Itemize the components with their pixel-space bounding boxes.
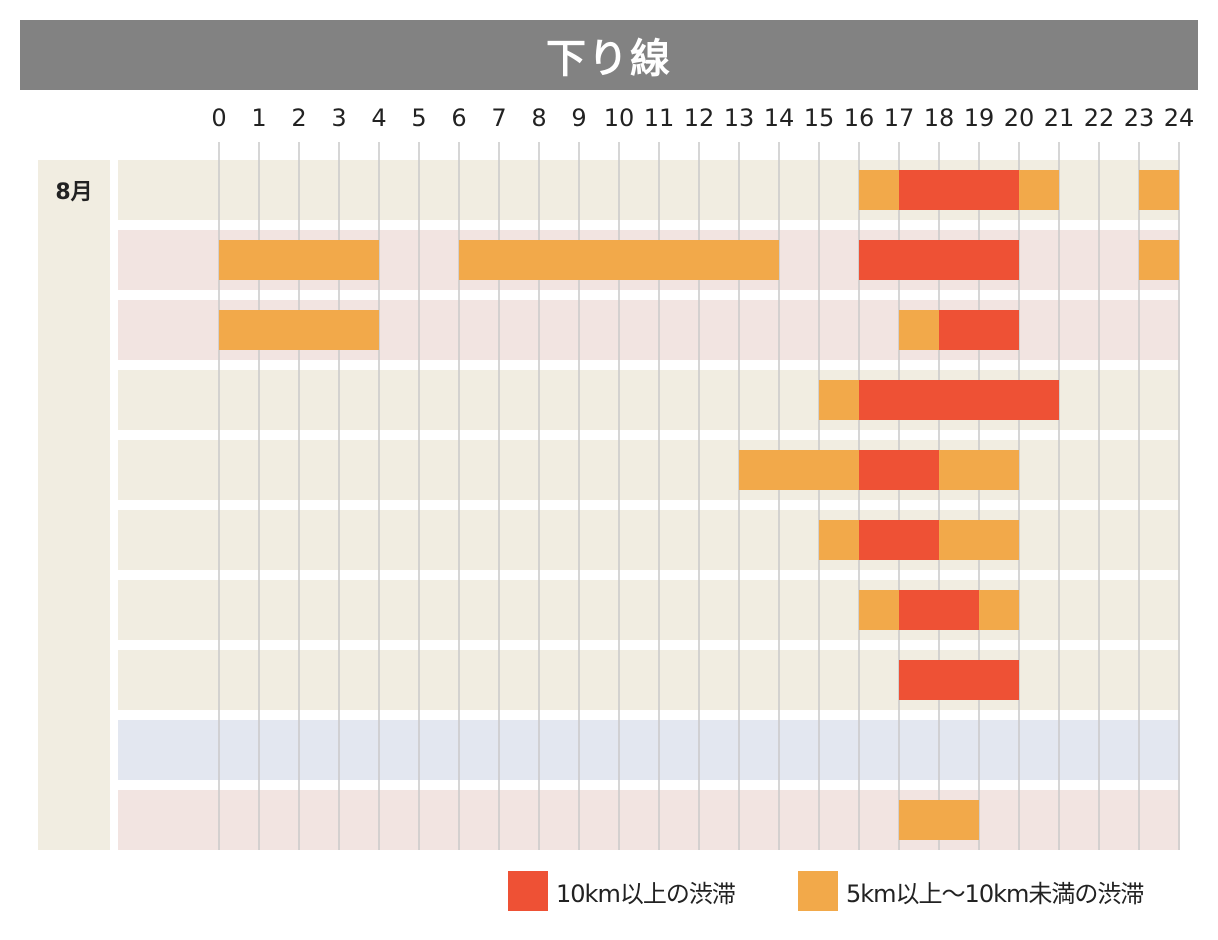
legend-heavy-swatch (508, 871, 548, 911)
hour-tick-label: 5 (411, 104, 427, 132)
hour-tick-label: 15 (803, 104, 835, 132)
congestion-bar-heavy (859, 380, 1059, 420)
legend-heavy-label: 10km以上の渋滞 (556, 879, 736, 908)
congestion-bar-heavy (859, 240, 1019, 280)
hour-tick-label: 14 (763, 104, 795, 132)
hour-tick-label: 12 (683, 104, 715, 132)
month-column: 8月 (38, 160, 110, 850)
hour-tick-label: 13 (723, 104, 755, 132)
hour-tick-label: 19 (963, 104, 995, 132)
congestion-bar-light (859, 170, 899, 210)
hour-tick-label: 4 (371, 104, 387, 132)
row-background (118, 650, 1180, 710)
row-background (118, 720, 1180, 780)
congestion-bar-light (459, 240, 779, 280)
congestion-bars (219, 170, 1179, 840)
hour-tick-label: 18 (923, 104, 955, 132)
hour-tick-label: 10 (603, 104, 635, 132)
congestion-bar-heavy (899, 660, 1019, 700)
hour-tick-label: 20 (1003, 104, 1035, 132)
hour-tick-label: 22 (1083, 104, 1115, 132)
congestion-bar-light (1139, 240, 1179, 280)
hour-tick-label: 24 (1163, 104, 1195, 132)
hour-tick-label: 2 (291, 104, 307, 132)
congestion-bar-light (219, 310, 379, 350)
row-background (118, 790, 1180, 850)
congestion-bar-heavy (899, 170, 1019, 210)
month-label: 8月 (55, 180, 93, 205)
hour-tick-label: 17 (883, 104, 915, 132)
hour-tick-label: 3 (331, 104, 347, 132)
congestion-bar-heavy (859, 520, 939, 560)
row-background (118, 580, 1180, 640)
congestion-bar-heavy (859, 450, 939, 490)
legend-light-label: 5km以上～10km未満の渋滞 (846, 879, 1144, 908)
row-background (118, 510, 1180, 570)
hour-tick-label: 21 (1043, 104, 1075, 132)
hour-tick-label: 23 (1123, 104, 1155, 132)
congestion-bar-light (899, 310, 939, 350)
chart-title: 下り線 (20, 20, 1198, 90)
hour-tick-label: 8 (531, 104, 547, 132)
congestion-bar-light (939, 450, 1019, 490)
congestion-bar-light (819, 380, 859, 420)
congestion-bar-light (1019, 170, 1059, 210)
congestion-bar-light (819, 520, 859, 560)
hour-tick-label: 11 (643, 104, 675, 132)
congestion-bar-light (899, 800, 979, 840)
hour-tick-label: 0 (211, 104, 227, 132)
congestion-bar-light (939, 520, 1019, 560)
congestion-bar-light (979, 590, 1019, 630)
congestion-bar-light (1139, 170, 1179, 210)
hour-tick-label: 7 (491, 104, 507, 132)
legend-heavy: 10km以上の渋滞 (508, 870, 736, 912)
congestion-bar-heavy (899, 590, 979, 630)
congestion-bar-light (859, 590, 899, 630)
hour-tick-label: 16 (843, 104, 875, 132)
hour-tick-label: 6 (451, 104, 467, 132)
legend-light: 5km以上～10km未満の渋滞 (798, 870, 1144, 912)
hour-tick-label: 9 (571, 104, 587, 132)
congestion-bar-light (219, 240, 379, 280)
legend-light-swatch (798, 871, 838, 911)
congestion-bar-heavy (939, 310, 1019, 350)
hour-tick-label: 1 (251, 104, 267, 132)
row-background (118, 440, 1180, 500)
congestion-bar-light (739, 450, 859, 490)
